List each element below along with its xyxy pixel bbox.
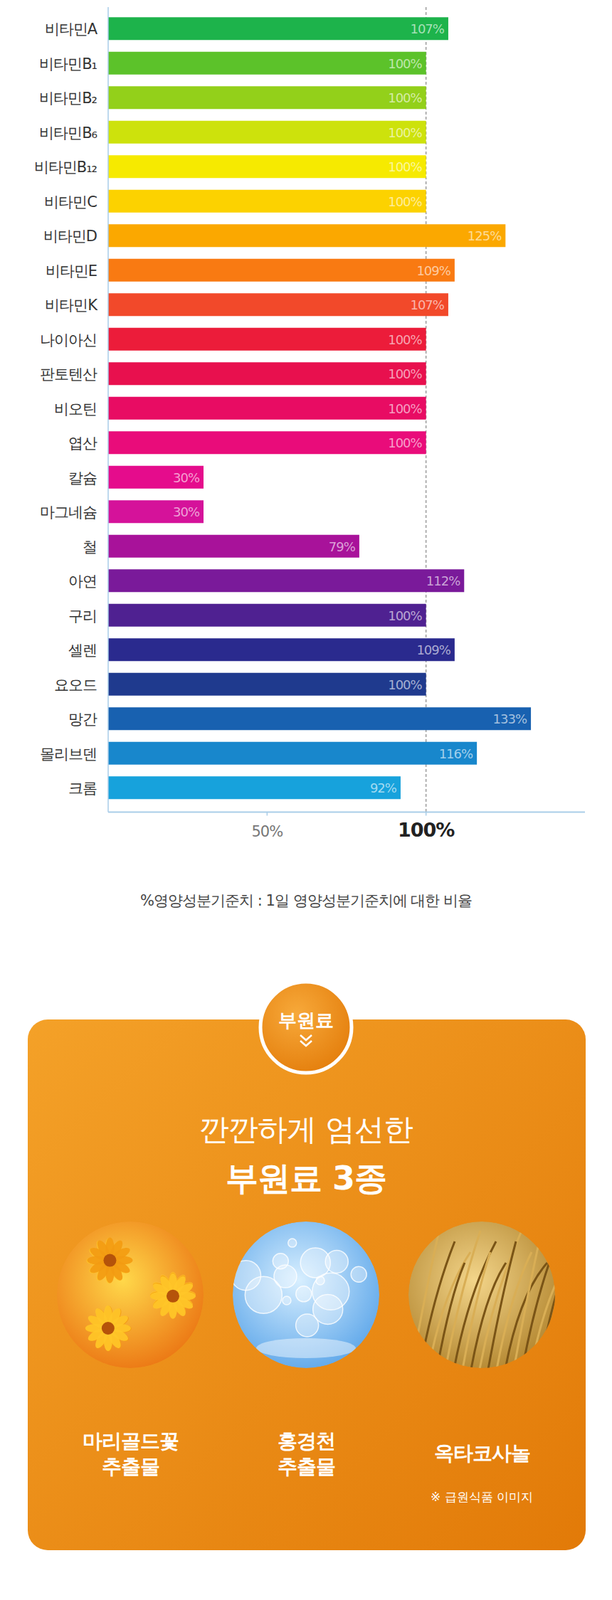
ingredient-image xyxy=(56,1221,204,1369)
section-title: 부원료 3종 xyxy=(225,1159,387,1198)
data-label: 100% xyxy=(387,366,422,382)
category-label: 철 xyxy=(82,538,97,556)
data-label: 100% xyxy=(387,90,422,106)
bar xyxy=(108,17,449,40)
badge xyxy=(260,982,352,1074)
bar xyxy=(108,535,360,558)
ingredient-image xyxy=(231,1221,380,1369)
data-label: 100% xyxy=(387,435,422,451)
category-label: 비타민K xyxy=(44,296,99,314)
bar xyxy=(108,362,427,385)
category-label: 나이아신 xyxy=(39,331,97,349)
data-label: 100% xyxy=(387,332,422,348)
bar xyxy=(108,397,427,420)
category-label: 셀렌 xyxy=(68,641,97,659)
bar xyxy=(108,224,506,247)
bar xyxy=(108,466,204,489)
bars xyxy=(108,17,531,800)
category-label: 마그네슘 xyxy=(39,503,97,521)
bar xyxy=(108,293,449,316)
data-label: 100% xyxy=(387,677,422,693)
category-label: 판토텐산 xyxy=(39,365,98,383)
ingredient-label: 마리골드꽃 xyxy=(82,1429,179,1454)
data-label: 100% xyxy=(387,125,422,141)
category-label: 요오드 xyxy=(54,676,97,694)
data-label: 125% xyxy=(467,228,502,244)
data-label: 100% xyxy=(387,159,422,175)
chevron-icon xyxy=(300,1041,312,1047)
category-label: 크롬 xyxy=(68,779,97,798)
bar xyxy=(108,776,401,800)
category-label: 비타민D xyxy=(43,227,97,245)
ingredient-label: 홍경천 xyxy=(277,1429,336,1454)
bar xyxy=(108,51,427,75)
bar xyxy=(108,500,204,524)
category-label: 구리 xyxy=(68,607,97,625)
y-axis-line xyxy=(107,7,109,813)
ingredient-label: 추출물 xyxy=(277,1455,336,1479)
category-label: 칼슘 xyxy=(68,469,97,487)
ingredient-image xyxy=(408,1221,599,1374)
bar xyxy=(108,120,427,144)
data-label: 112% xyxy=(426,573,461,589)
category-label: 엽산 xyxy=(68,434,98,452)
category-label: 비타민E xyxy=(45,262,97,280)
ingredient-label: 옥타코사놀 xyxy=(434,1441,531,1466)
data-label: 100% xyxy=(387,194,422,210)
bar xyxy=(108,259,455,282)
category-label: 비타민B₁ xyxy=(39,55,97,73)
bar xyxy=(108,190,427,213)
data-label: 79% xyxy=(328,539,356,555)
supplement-section: 부원료깐깐하게 엄선한부원료 3종마리골드꽃추출물홍경천추출물옥타코사놀※ 급원… xyxy=(27,982,599,1551)
bar xyxy=(108,638,455,662)
image-note: ※ 급원식품 이미지 xyxy=(430,1490,534,1505)
bar xyxy=(108,155,427,178)
category-label: 망간 xyxy=(68,710,98,728)
category-label: 몰리브덴 xyxy=(39,745,97,763)
supplement-box xyxy=(27,1019,586,1551)
data-label: 109% xyxy=(416,263,451,279)
ingredient-label: 추출물 xyxy=(101,1455,160,1479)
category-label: 비타민A xyxy=(44,20,99,38)
data-label: 100% xyxy=(387,56,422,72)
data-label: 100% xyxy=(387,608,422,624)
chevron-icon xyxy=(300,1035,312,1041)
bar xyxy=(108,742,477,765)
category-label: 비타민B₆ xyxy=(39,124,97,142)
page: 비타민A 비타민B₁ 비타민B₂ 비타민B₆ 비타민B₁₂ 비타민C 비타민D 비타민E 비타민… xyxy=(0,0,612,1600)
bar xyxy=(108,673,427,696)
data-label: 133% xyxy=(493,711,528,727)
tick-label: 100% xyxy=(397,819,455,842)
data-label: 92% xyxy=(370,780,398,796)
category-label: 비타민B₂ xyxy=(39,89,97,107)
bar xyxy=(108,707,531,731)
data-label: 100% xyxy=(387,401,422,417)
data-label: 109% xyxy=(416,642,451,658)
category-label: 비오틴 xyxy=(54,400,97,418)
tick-mark xyxy=(425,812,427,817)
category-label: 비타민B₁₂ xyxy=(34,158,98,176)
bar xyxy=(108,569,464,593)
category-label: 아연 xyxy=(68,572,97,590)
bar xyxy=(108,604,427,627)
bar xyxy=(108,328,427,351)
category-label: 비타민C xyxy=(44,193,97,211)
data-label: 30% xyxy=(172,470,200,486)
x-axis-line xyxy=(108,811,585,814)
tick-label: 50% xyxy=(251,823,283,841)
badge-label: 부원료 xyxy=(278,1009,334,1032)
data-label: 107% xyxy=(409,297,445,313)
data-label: 107% xyxy=(409,21,445,37)
tick-mark xyxy=(266,812,269,817)
bar xyxy=(108,86,427,109)
chart: 비타민A 비타민B₁ 비타민B₂ 비타민B₆ 비타민B₁₂ 비타민C 비타민D 비타민E 비타민… xyxy=(34,7,585,910)
data-label: 116% xyxy=(439,746,474,762)
section-title: 깐깐하게 엄선한 xyxy=(199,1112,413,1148)
footnote: %영양성분기준치 : 1일 영양성분기준치에 대한 비율 xyxy=(140,892,472,910)
bar xyxy=(108,431,427,455)
data-label: 30% xyxy=(172,504,200,520)
